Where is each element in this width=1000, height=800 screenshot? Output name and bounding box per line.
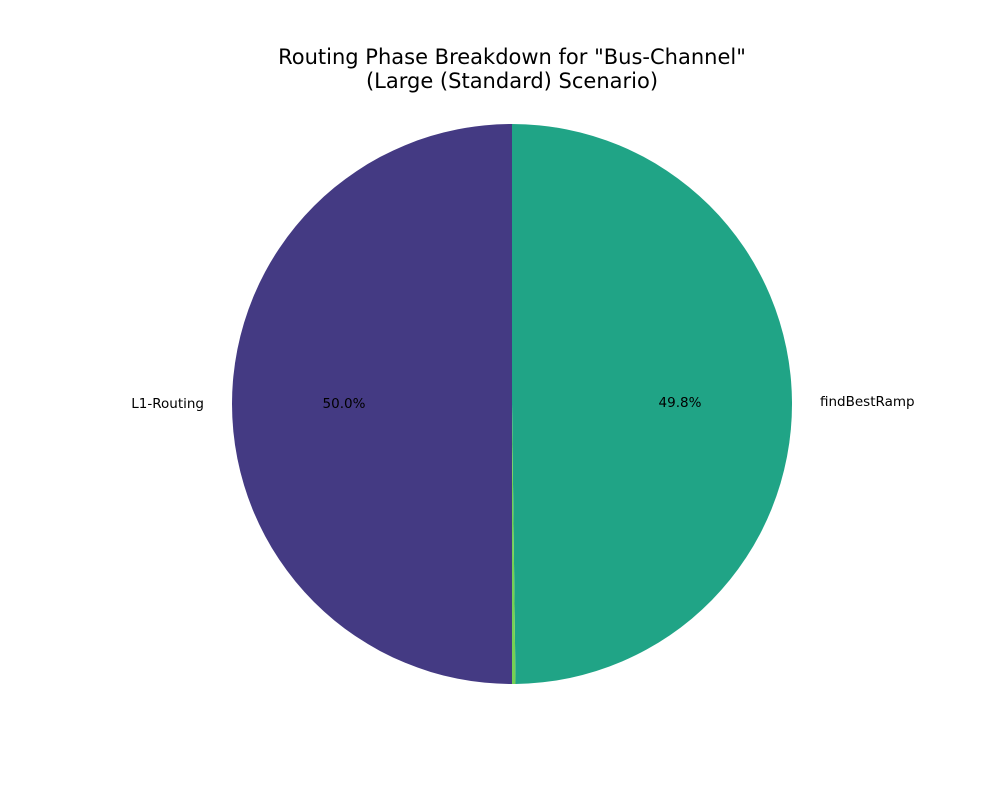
pie-slice: [512, 404, 516, 684]
chart-title-line-1: Routing Phase Breakdown for "Bus-Channel…: [278, 45, 746, 69]
pie-slice: [232, 124, 512, 684]
chart-title-line-2: (Large (Standard) Scenario): [366, 69, 658, 93]
pie-labels: 49.8% findBestRamp 50.0% L1-Routing: [131, 394, 914, 412]
pie-slice-percent-label: 49.8%: [659, 395, 702, 411]
chart-title: Routing Phase Breakdown for "Bus-Channel…: [278, 45, 746, 93]
pie-slice-category-label: L1-Routing: [131, 396, 204, 412]
pie-slice: [512, 124, 793, 684]
pie-slice-percent-label: 50.0%: [323, 396, 366, 412]
pie-slices: [232, 124, 793, 684]
pie-slice-category-label: findBestRamp: [820, 394, 915, 410]
